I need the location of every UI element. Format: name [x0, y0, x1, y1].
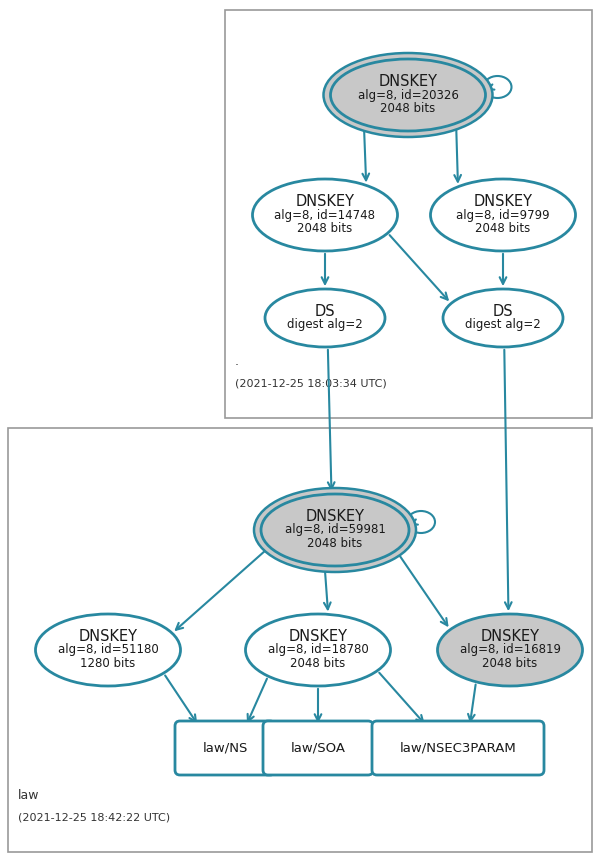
Text: alg=8, id=59981: alg=8, id=59981 [284, 523, 385, 536]
Ellipse shape [35, 614, 181, 686]
Text: alg=8, id=51180: alg=8, id=51180 [58, 644, 158, 657]
Ellipse shape [253, 179, 398, 251]
Ellipse shape [245, 614, 391, 686]
Text: DNSKEY: DNSKEY [473, 194, 533, 209]
Text: .: . [235, 355, 239, 368]
FancyBboxPatch shape [225, 10, 592, 418]
FancyBboxPatch shape [175, 721, 275, 775]
Text: law/NSEC3PARAM: law/NSEC3PARAM [400, 741, 517, 754]
Ellipse shape [323, 53, 493, 137]
Ellipse shape [265, 289, 385, 347]
Text: DNSKEY: DNSKEY [481, 629, 539, 644]
Text: DS: DS [493, 304, 514, 318]
Ellipse shape [437, 614, 583, 686]
Text: DNSKEY: DNSKEY [379, 74, 437, 89]
Ellipse shape [254, 488, 416, 572]
Text: 2048 bits: 2048 bits [307, 537, 362, 550]
Text: (2021-12-25 18:03:34 UTC): (2021-12-25 18:03:34 UTC) [235, 378, 387, 388]
Ellipse shape [443, 289, 563, 347]
Text: (2021-12-25 18:42:22 UTC): (2021-12-25 18:42:22 UTC) [18, 812, 170, 822]
Text: digest alg=2: digest alg=2 [287, 318, 363, 331]
Text: 2048 bits: 2048 bits [290, 657, 346, 670]
Text: DNSKEY: DNSKEY [289, 629, 347, 644]
Text: 2048 bits: 2048 bits [482, 657, 538, 670]
Text: DS: DS [314, 304, 335, 318]
Text: DNSKEY: DNSKEY [305, 509, 365, 524]
Text: alg=8, id=9799: alg=8, id=9799 [456, 208, 550, 221]
Text: 2048 bits: 2048 bits [380, 102, 436, 115]
Text: law/SOA: law/SOA [290, 741, 346, 754]
Text: alg=8, id=20326: alg=8, id=20326 [358, 88, 458, 101]
Text: law/NS: law/NS [202, 741, 248, 754]
Text: 2048 bits: 2048 bits [475, 222, 530, 235]
Text: alg=8, id=18780: alg=8, id=18780 [268, 644, 368, 657]
Text: alg=8, id=16819: alg=8, id=16819 [460, 644, 560, 657]
Ellipse shape [261, 494, 409, 566]
Text: DNSKEY: DNSKEY [79, 629, 137, 644]
Text: digest alg=2: digest alg=2 [465, 318, 541, 331]
Text: 1280 bits: 1280 bits [80, 657, 136, 670]
Ellipse shape [431, 179, 575, 251]
Text: DNSKEY: DNSKEY [296, 194, 355, 209]
Text: 2048 bits: 2048 bits [298, 222, 353, 235]
FancyBboxPatch shape [8, 428, 592, 852]
FancyBboxPatch shape [372, 721, 544, 775]
Text: law: law [18, 789, 40, 802]
FancyBboxPatch shape [263, 721, 373, 775]
Ellipse shape [331, 59, 485, 131]
Text: alg=8, id=14748: alg=8, id=14748 [275, 208, 376, 221]
